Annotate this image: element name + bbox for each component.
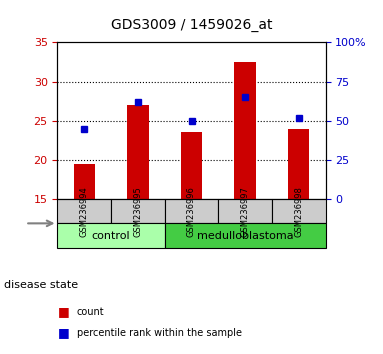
Bar [127,105,149,199]
FancyBboxPatch shape [272,199,326,223]
Text: GSM236995: GSM236995 [133,186,142,236]
FancyBboxPatch shape [111,199,165,223]
Text: GSM236998: GSM236998 [294,186,303,236]
Text: control: control [92,230,130,241]
Text: disease state: disease state [4,280,78,290]
Text: GSM236994: GSM236994 [80,186,89,236]
Text: ■: ■ [57,326,69,339]
FancyBboxPatch shape [165,223,326,248]
Bar [74,164,95,199]
FancyBboxPatch shape [57,223,165,248]
Text: medulloblastoma: medulloblastoma [197,230,293,241]
Text: GDS3009 / 1459026_at: GDS3009 / 1459026_at [111,18,272,32]
Text: GSM236997: GSM236997 [241,186,250,236]
Text: ■: ■ [57,305,69,318]
Text: percentile rank within the sample: percentile rank within the sample [77,328,242,338]
FancyBboxPatch shape [57,199,111,223]
FancyBboxPatch shape [218,199,272,223]
Text: count: count [77,307,104,316]
FancyBboxPatch shape [165,199,218,223]
Bar [181,132,202,199]
Text: GSM236996: GSM236996 [187,186,196,236]
Bar [288,129,309,199]
Bar [234,62,256,199]
